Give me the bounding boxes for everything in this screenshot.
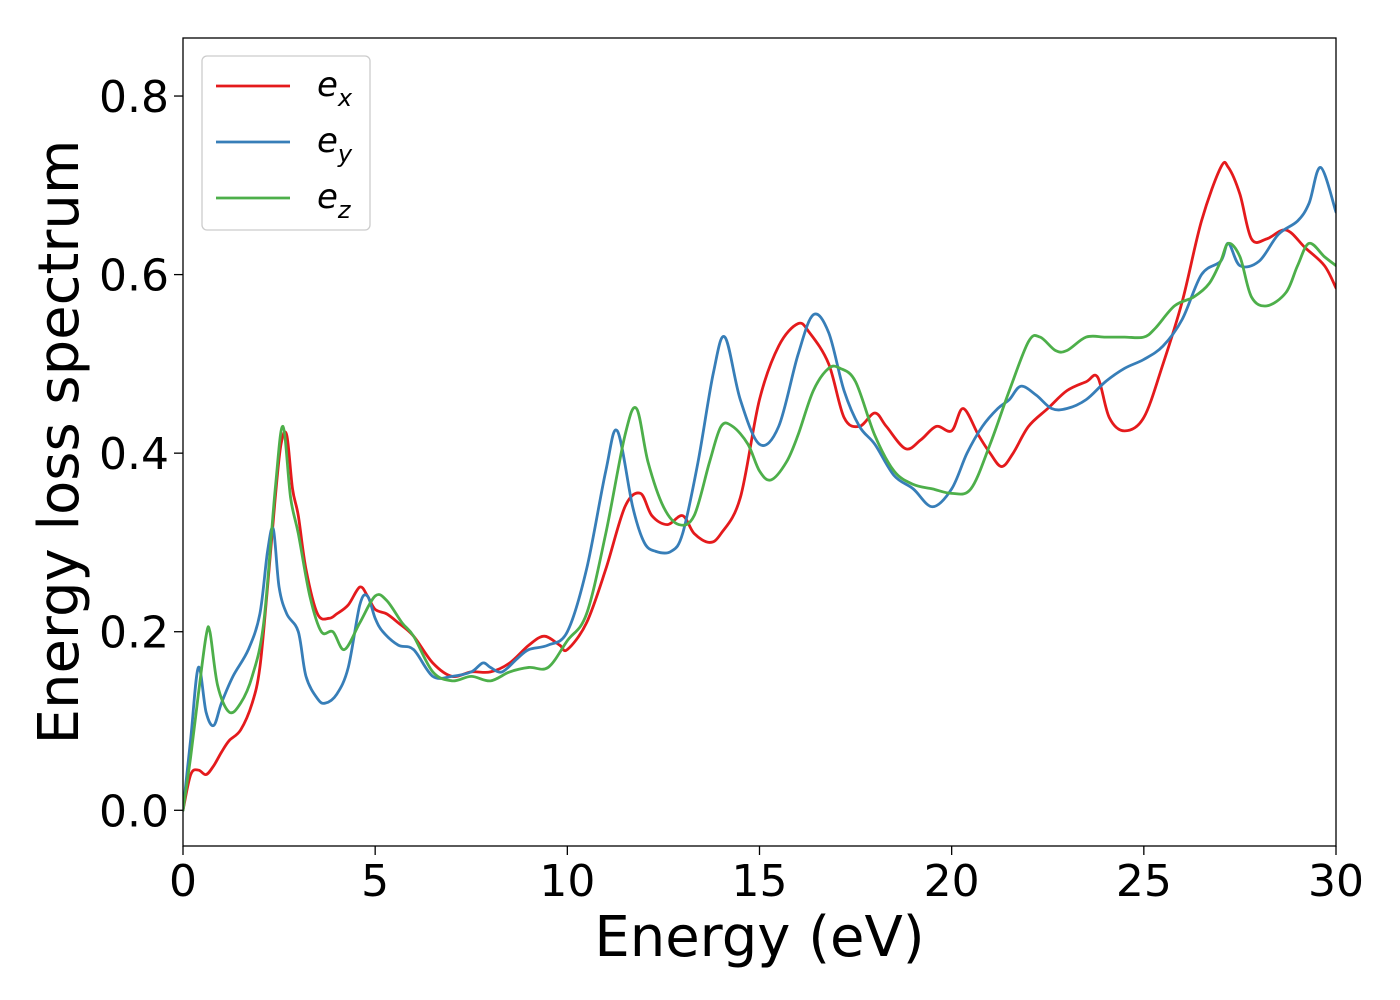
plot-area [183,160,1336,812]
series-line-ez [183,241,1336,812]
x-axis-title: Energy (eV) [594,905,924,970]
y-tick-label: 0.2 [99,608,169,659]
y-axis: 0.0 0.2 0.4 0.6 0.8 [99,72,183,837]
x-tick-label: 30 [1308,856,1364,907]
y-axis-title: Energy loss spectrum [27,140,92,745]
y-tick-label: 0.8 [99,72,169,123]
x-tick-label: 15 [732,856,788,907]
x-tick-label: 0 [169,856,197,907]
y-tick-label: 0.0 [99,786,169,837]
x-axis: 0 5 10 15 20 25 30 [169,846,1364,907]
x-tick-label: 20 [924,856,980,907]
y-tick-label: 0.6 [99,251,169,302]
series-line-ex [183,160,1336,812]
series-line-ey [183,166,1336,812]
x-tick-label: 10 [539,856,595,907]
x-tick-label: 5 [361,856,389,907]
x-tick-label: 25 [1116,856,1172,907]
y-tick-label: 0.4 [99,429,169,480]
